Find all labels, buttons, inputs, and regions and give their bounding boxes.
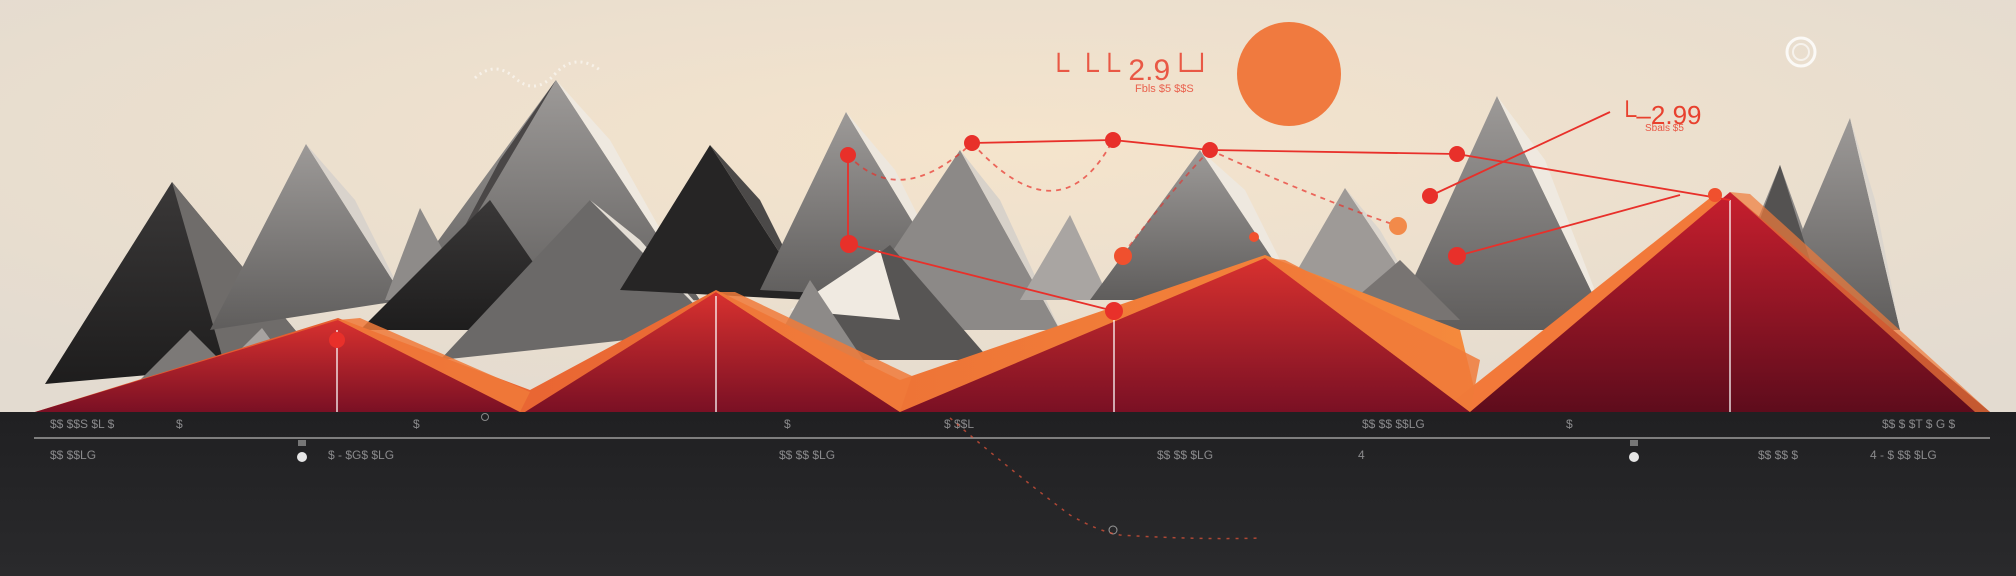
headline-sub: Fbls $5 $$S [1135,83,1194,95]
callout-sub: Sbals $5 [1645,123,1684,134]
band-label: $ [176,417,183,431]
marker-point [1422,188,1438,204]
marker-point [840,235,858,253]
sun-disc [1237,22,1341,126]
band-label: $ [413,417,420,431]
marker-point [1105,132,1121,148]
marker-point [1708,188,1722,202]
axis-markers [297,413,1639,535]
band-label: $$ $$LG [50,448,96,462]
band-row-1: $$ $$S $L $ $ $ $ $ $$L $$ $$ $$LG $ $$ … [50,417,1955,431]
band-label: $ [1566,417,1573,431]
marker-point [964,135,980,151]
connector-lines [847,111,1731,312]
sparkle-icon [1785,36,1817,68]
band-label: $$ $$ $$LG [1362,417,1425,431]
swirl-decoration [473,60,601,88]
band-label: 4 - $ $$ $LG [1870,448,1937,462]
band-label: $$ $$ $ [1758,448,1798,462]
band-label: $$ $$S $L $ [50,417,115,431]
callout-value: └‒2.99 [1618,100,1701,130]
marker-point [1202,142,1218,158]
marker-point [1448,247,1466,265]
headline-value: └ └└ 2.9└┘ [1048,52,1213,87]
band-label: $ $$L [944,417,974,431]
marker-point [1249,232,1259,242]
band-label: $ [784,417,791,431]
dotted-trail [949,417,1261,540]
marker-point [1114,247,1132,265]
marker-point [1389,217,1407,235]
band-label: $$ $$ $LG [779,448,835,462]
band-label: $ - $G$ $LG [328,448,394,462]
band-label: 4 [1358,448,1365,462]
band-row-2: $$ $$LG $ - $G$ $LG $$ $$ $LG $$ $$ $LG … [50,448,1937,462]
data-markers [329,132,1722,348]
bottom-band [0,412,2016,576]
marker-point [1449,146,1465,162]
band-label: $$ $$ $LG [1157,448,1213,462]
marker-point [840,147,856,163]
band-label: $$ $ $T $ G $ [1882,417,1955,431]
marker-point [329,332,345,348]
marker-point [1105,302,1123,320]
